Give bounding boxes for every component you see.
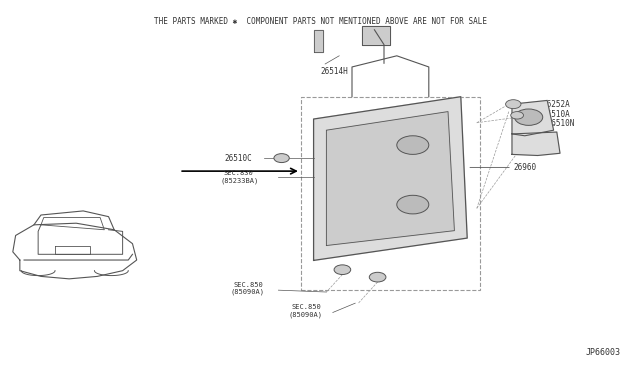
Text: THE PARTS MARKED ✱  COMPONENT PARTS NOT MENTIONED ABOVE ARE NOT FOR SALE: THE PARTS MARKED ✱ COMPONENT PARTS NOT M… (154, 17, 486, 26)
Polygon shape (362, 26, 390, 45)
Text: 26510A: 26510A (543, 110, 570, 119)
Polygon shape (326, 112, 454, 246)
Circle shape (515, 109, 543, 125)
Text: SEC.850: SEC.850 (234, 282, 263, 288)
Text: (85090A): (85090A) (230, 289, 264, 295)
Circle shape (334, 265, 351, 275)
Polygon shape (512, 132, 560, 155)
Circle shape (511, 112, 524, 119)
Circle shape (274, 154, 289, 163)
Text: JP66003: JP66003 (586, 348, 621, 357)
Text: 26514H: 26514H (320, 67, 348, 76)
Polygon shape (512, 100, 554, 136)
Text: SEC.850: SEC.850 (291, 304, 321, 310)
Text: ☦26510N: ☦26510N (543, 119, 575, 128)
Text: (85090A): (85090A) (288, 311, 322, 318)
Text: SEC.830: SEC.830 (224, 170, 253, 176)
Text: 26510C: 26510C (224, 154, 252, 163)
Text: 26252A: 26252A (543, 100, 570, 109)
Circle shape (397, 136, 429, 154)
Polygon shape (314, 30, 323, 52)
Circle shape (369, 272, 386, 282)
Polygon shape (314, 97, 467, 260)
Text: (85233BA): (85233BA) (221, 177, 259, 184)
Bar (301, 97, 480, 290)
Circle shape (506, 100, 521, 109)
Circle shape (397, 195, 429, 214)
Text: 26960: 26960 (513, 163, 536, 172)
